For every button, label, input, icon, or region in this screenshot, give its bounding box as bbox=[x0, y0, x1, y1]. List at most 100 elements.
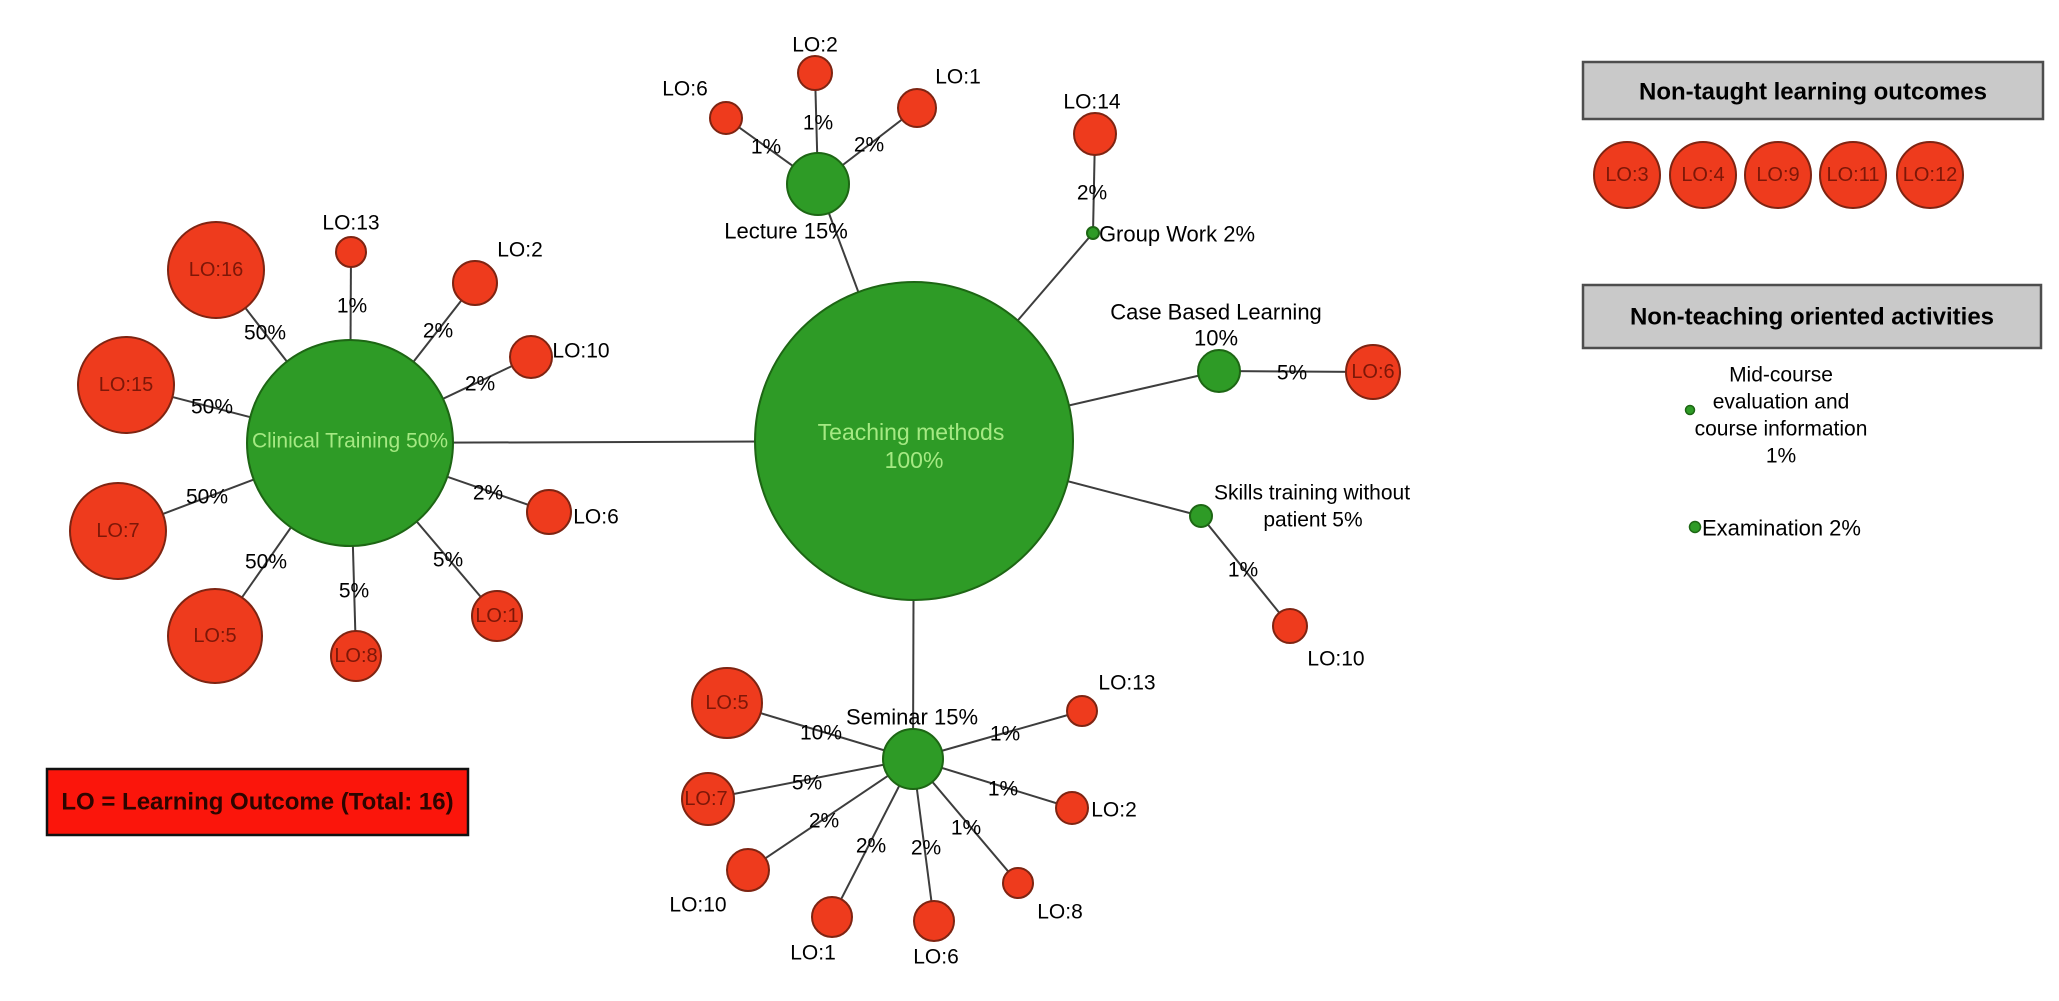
node-c6 bbox=[526, 489, 572, 535]
non-taught-outcome-label: LO:4 bbox=[1681, 164, 1724, 186]
node-label-m6: LO:6 bbox=[913, 946, 959, 969]
non-taught-outcome-label: LO:12 bbox=[1903, 164, 1957, 186]
node-label-l1: LO:1 bbox=[935, 66, 981, 89]
non-taught-items: LO:3 LO:4 LO:9 LO:11 LO:12 bbox=[1593, 141, 1964, 209]
non-taught-outcome-label: LO:9 bbox=[1756, 164, 1799, 186]
node-label-b6: LO:6 bbox=[1351, 361, 1394, 383]
node-cbl bbox=[1197, 349, 1241, 393]
node-label-c1: LO:1 bbox=[475, 605, 518, 627]
node-c2 bbox=[452, 260, 498, 306]
node-l2 bbox=[797, 55, 833, 91]
edge-weight-label: 1% bbox=[988, 778, 1018, 801]
edge-weight-label: 2% bbox=[465, 373, 495, 396]
examination-dot bbox=[1688, 520, 1702, 534]
node-m5 bbox=[691, 667, 763, 739]
edge-labels-layer: 50% 1% 2% 2% 2% 5% 5% 50% 50% 50% 1% 1% 2% 2% 5% 1% 10% 5… bbox=[186, 112, 1307, 860]
node-c7 bbox=[69, 482, 167, 580]
edge-weight-label: 1% bbox=[803, 112, 833, 135]
node-m2 bbox=[1055, 791, 1089, 825]
mid-course-evaluation-label: course information bbox=[1695, 418, 1868, 441]
node-label-skills: Skills training without bbox=[1214, 482, 1410, 505]
node-label-s10: LO:10 bbox=[1307, 648, 1364, 671]
legend-text: LO = Learning Outcome (Total: 16) bbox=[61, 789, 453, 816]
edge-weight-label: 1% bbox=[751, 136, 781, 159]
node-label-m5: LO:5 bbox=[705, 692, 748, 714]
node-label-l6: LO:6 bbox=[662, 78, 708, 101]
edge-weight-label: 2% bbox=[423, 320, 453, 343]
node-label-m13: LO:13 bbox=[1098, 672, 1155, 695]
node-tm bbox=[754, 281, 1074, 601]
node-c5 bbox=[167, 588, 263, 684]
node-c13 bbox=[335, 236, 367, 268]
non-taught-outcome-circle bbox=[1744, 141, 1812, 209]
node-m7 bbox=[681, 772, 735, 826]
node-l6 bbox=[709, 101, 743, 135]
node-label-c10: LO:10 bbox=[552, 340, 609, 363]
node-seminar bbox=[882, 728, 944, 790]
edge-seminar-m10 bbox=[747, 758, 914, 871]
edge-weight-label: 2% bbox=[1077, 182, 1107, 205]
mid-course-evaluation-label: 1% bbox=[1766, 445, 1796, 468]
edge-weight-label: 50% bbox=[245, 551, 287, 574]
node-label-g14: LO:14 bbox=[1063, 91, 1121, 114]
node-m1 bbox=[811, 896, 853, 938]
node-label-tm: Teaching methods bbox=[818, 419, 1005, 445]
edge-weight-label: 50% bbox=[244, 322, 286, 345]
edge-weight-label: 2% bbox=[854, 134, 884, 157]
edge-weight-label: 50% bbox=[186, 486, 228, 509]
node-label-c6: LO:6 bbox=[573, 506, 619, 529]
node-label-c13: LO:13 bbox=[322, 212, 379, 235]
node-label-tm: 100% bbox=[885, 447, 944, 473]
node-m13 bbox=[1066, 695, 1098, 727]
non-taught-outcome-label: LO:11 bbox=[1827, 164, 1880, 186]
node-label-groupwork: Group Work 2% bbox=[1099, 222, 1255, 247]
node-c16 bbox=[167, 221, 265, 319]
mid-course-evaluation-label: Mid-course bbox=[1729, 364, 1833, 387]
non-teaching-panel-header-box bbox=[1581, 283, 2043, 350]
node-label-m2: LO:2 bbox=[1091, 799, 1137, 822]
legend-box bbox=[45, 767, 470, 837]
mid-course-evaluation-label: evaluation and bbox=[1713, 391, 1850, 414]
non-taught-outcome-circle bbox=[1669, 141, 1737, 209]
node-label-seminar: Seminar 15% bbox=[846, 705, 978, 730]
node-label-lecture: Lecture 15% bbox=[724, 219, 848, 244]
nodes-layer bbox=[69, 55, 1401, 942]
node-label-c7: LO:7 bbox=[96, 520, 139, 542]
edge-weight-label: 10% bbox=[800, 722, 842, 745]
edge-weight-label: 5% bbox=[339, 580, 369, 603]
node-label-clinical: Clinical Training 50% bbox=[252, 430, 448, 453]
edge-weight-label: 2% bbox=[809, 810, 839, 833]
node-m6 bbox=[913, 900, 955, 942]
node-label-c5: LO:5 bbox=[193, 625, 236, 647]
node-c1 bbox=[471, 590, 523, 642]
edge-weight-label: 2% bbox=[473, 482, 503, 505]
node-l1 bbox=[897, 88, 937, 128]
node-label-m8: LO:8 bbox=[1037, 901, 1083, 924]
non-teaching-activities: Mid-course evaluation and course informati… bbox=[1684, 364, 1868, 541]
node-m10 bbox=[726, 848, 770, 892]
edge-weight-label: 1% bbox=[951, 817, 981, 840]
examination-label: Examination 2% bbox=[1702, 516, 1861, 541]
edge-weight-label: 1% bbox=[337, 295, 367, 318]
node-skills bbox=[1189, 504, 1213, 528]
node-lecture bbox=[786, 152, 850, 216]
mid-course-evaluation-dot bbox=[1684, 404, 1696, 416]
node-label-m1: LO:1 bbox=[790, 942, 836, 965]
node-m8 bbox=[1002, 867, 1034, 899]
edge-weight-label: 50% bbox=[191, 396, 233, 419]
node-clinical bbox=[246, 339, 454, 547]
non-taught-outcome-circle bbox=[1819, 141, 1887, 209]
non-taught-panel-title: Non-taught learning outcomes bbox=[1639, 79, 1987, 106]
non-taught-outcome-label: LO:3 bbox=[1605, 164, 1648, 186]
non-taught-outcome-circle bbox=[1593, 141, 1661, 209]
edge-weight-label: 1% bbox=[990, 723, 1020, 746]
node-label-c8: LO:8 bbox=[334, 645, 377, 667]
edge-weight-label: 2% bbox=[856, 835, 886, 858]
node-label-cbl: 10% bbox=[1194, 326, 1238, 351]
node-label-c2: LO:2 bbox=[497, 239, 543, 262]
non-taught-outcome-circle bbox=[1896, 141, 1964, 209]
node-s10 bbox=[1272, 608, 1308, 644]
